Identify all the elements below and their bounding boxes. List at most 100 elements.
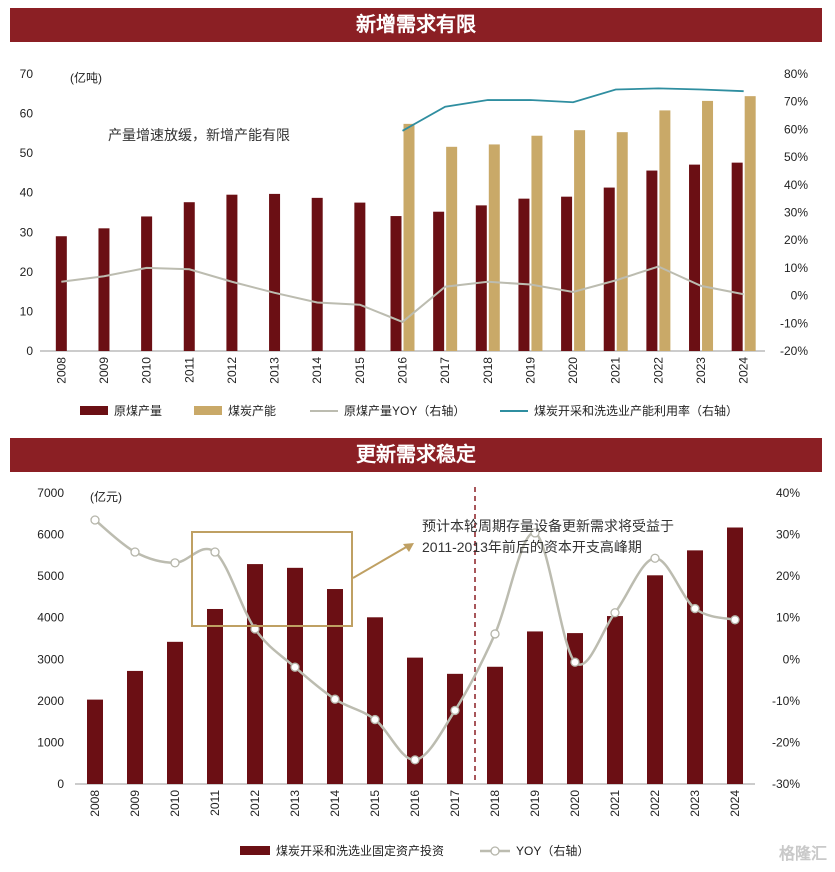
legend-investment-swatch [240, 846, 270, 855]
annotation-text-line1: 预计本轮周期存量设备更新需求将受益于 [422, 518, 674, 534]
bar-fixed-asset-investment [607, 616, 623, 784]
y-right-tick-label: 0% [791, 289, 809, 303]
yoy-marker [450, 705, 460, 716]
x-tick-label: 2015 [353, 357, 367, 384]
y-right-tick-label: -30% [772, 777, 800, 791]
y-left-tick-label: 30 [20, 225, 34, 239]
bar-fixed-asset-investment [447, 673, 463, 784]
yoy-marker [530, 528, 540, 538]
bar-production [561, 196, 573, 351]
bar-production [226, 194, 238, 351]
y-left-tick-label: 1000 [37, 735, 64, 749]
y-left-tick-label: 60 [20, 107, 34, 121]
x-tick-label: 2010 [140, 357, 154, 384]
bar-production [311, 197, 323, 351]
chart1-title-banner: 新增需求有限 [10, 8, 822, 42]
bar-production [475, 205, 487, 351]
x-tick-label: 2011 [208, 790, 222, 816]
yoy-marker [730, 615, 740, 625]
annotation-text-line2: 2011-2013年前后的资本开支高峰期 [422, 539, 642, 555]
x-tick-label: 2020 [566, 357, 580, 384]
bar-production [55, 236, 67, 351]
legend-utilization-label: 煤炭开采和洗选业产能利用率（右轴） [534, 403, 738, 418]
x-tick-label: 2020 [568, 790, 582, 817]
bar-production [603, 187, 615, 351]
x-tick-label: 2018 [481, 357, 495, 384]
chart1-svg: 0 10 20 30 40 50 60 70 -20% -10% 0% 10% 20% 30% 40% 50%… [20, 67, 809, 418]
line-utilization-rate [402, 87, 744, 132]
bar-fixed-asset-investment [487, 666, 503, 784]
y-left-tick-label: 10 [20, 304, 34, 318]
y-left-tick-label: 0 [26, 344, 33, 358]
x-tick-label: 2019 [523, 357, 537, 384]
bar-production [98, 228, 110, 351]
bar-capacity [702, 100, 714, 351]
yoy-marker [690, 603, 700, 614]
x-tick-label: 2022 [651, 357, 665, 384]
bar-production [269, 193, 281, 351]
bar-fixed-asset-investment [287, 567, 303, 784]
y-left-tick-label: 70 [20, 67, 34, 81]
y-right-tick-label: 80% [784, 67, 808, 81]
y-right-tick-label: -20% [772, 735, 800, 749]
x-tick-label: 2022 [648, 790, 662, 817]
x-tick-label: 2012 [248, 790, 262, 817]
bar-production [518, 198, 530, 351]
line-production-yoy [61, 265, 744, 324]
bar-fixed-asset-investment [647, 575, 663, 784]
y-right-tick-label: 30% [776, 528, 800, 542]
legend-capacity-swatch [194, 406, 222, 415]
y-right-tick-label: 0% [783, 652, 801, 666]
annotation-arrow-head [403, 543, 414, 552]
bar-capacity [403, 123, 415, 351]
y-right-tick-label: -10% [772, 694, 800, 708]
y-left-unit: (亿元) [90, 489, 122, 504]
x-tick-label: 2009 [128, 790, 142, 817]
bar-fixed-asset-investment [367, 617, 383, 784]
bar-fixed-asset-investment [167, 641, 183, 784]
legend-production-yoy-label: 原煤产量YOY（右轴） [344, 403, 465, 418]
bar-fixed-asset-investment [247, 564, 263, 784]
legend-investment-label: 煤炭开采和洗选业固定资产投资 [276, 843, 444, 858]
x-tick-label: 2008 [54, 357, 68, 384]
bar-production [646, 170, 658, 351]
y-left-tick-label: 0 [57, 777, 64, 791]
y-left-tick-label: 6000 [37, 528, 64, 542]
x-tick-label: 2013 [288, 790, 302, 817]
x-tick-label: 2011 [182, 357, 196, 383]
y-right-tick-label: 40% [776, 486, 800, 500]
bar-capacity [616, 132, 628, 351]
bar-fixed-asset-investment [567, 633, 583, 784]
yoy-marker [90, 515, 100, 525]
bar-production [354, 202, 366, 351]
bar-fixed-asset-investment [407, 657, 423, 784]
y-left-tick-label: 5000 [37, 569, 64, 583]
yoy-marker [330, 694, 340, 704]
y-right-tick-label: 10% [776, 611, 800, 625]
x-tick-label: 2016 [396, 357, 410, 384]
x-tick-label: 2017 [438, 357, 452, 384]
bar-capacity [744, 96, 756, 351]
x-tick-label: 2019 [528, 790, 542, 817]
legend-production-swatch [80, 406, 108, 415]
yoy-marker [570, 657, 580, 667]
yoy-marker [490, 629, 500, 639]
bar-fixed-asset-investment [327, 589, 343, 784]
x-tick-label: 2017 [448, 790, 462, 817]
legend-yoy-label: YOY（右轴） [516, 843, 589, 858]
legend-yoy-marker [490, 846, 500, 856]
y-left-tick-label: 20 [20, 265, 34, 279]
bar-capacity [659, 110, 671, 351]
yoy-marker [410, 755, 420, 765]
annotation-arrow-line [352, 545, 409, 579]
bar-fixed-asset-investment [527, 631, 543, 784]
bar-fixed-asset-investment [687, 550, 703, 784]
x-tick-label: 2012 [225, 357, 239, 384]
bar-production [390, 216, 402, 351]
x-tick-label: 2009 [97, 357, 111, 384]
y-left-tick-label: 50 [20, 146, 34, 160]
x-tick-label: 2014 [328, 790, 342, 817]
annotation-text: 产量增速放缓，新增产能有限 [108, 127, 290, 143]
chart2-title-banner: 更新需求稳定 [10, 438, 822, 472]
